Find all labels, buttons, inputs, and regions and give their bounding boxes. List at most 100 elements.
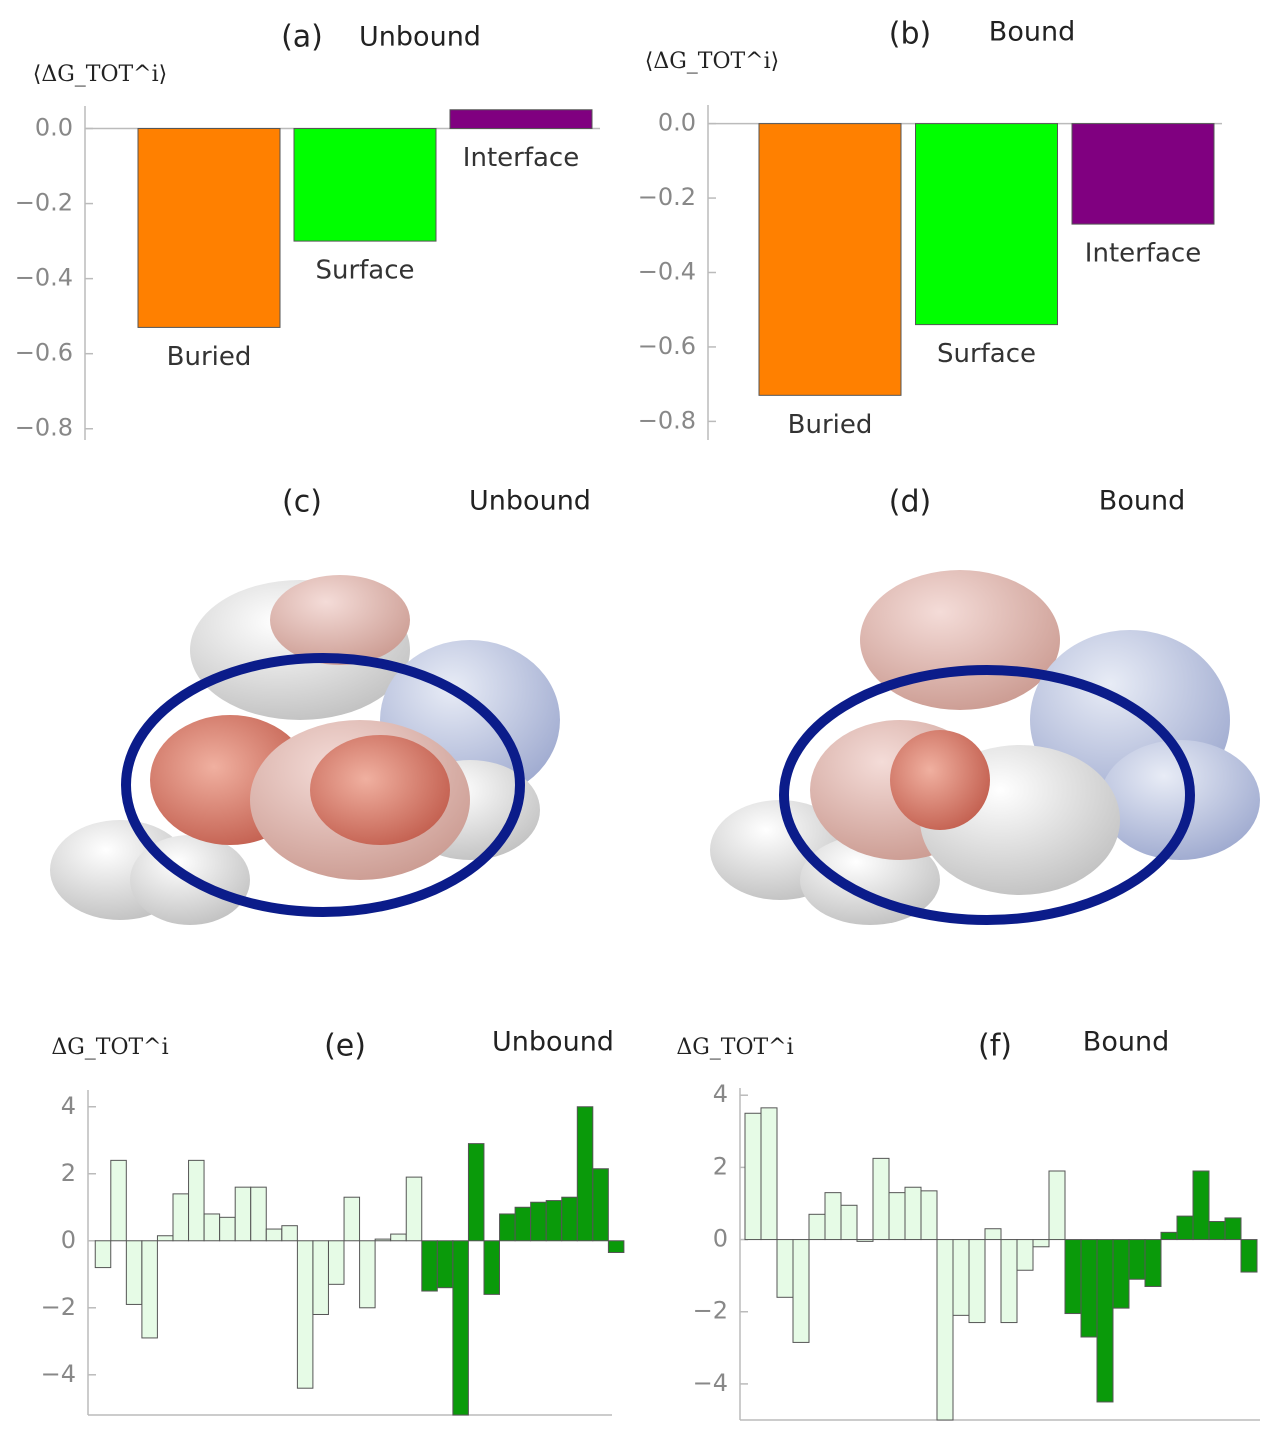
bar	[453, 1241, 469, 1415]
bar	[937, 1240, 953, 1420]
bar	[777, 1240, 793, 1298]
y-tick-label: 0	[713, 1225, 728, 1253]
bar	[985, 1229, 1001, 1240]
y-tick-label: −0.2	[15, 189, 73, 217]
y-tick-label: −2	[693, 1297, 728, 1325]
bar	[531, 1202, 547, 1241]
bar	[157, 1236, 173, 1241]
bar	[422, 1241, 438, 1291]
bar	[294, 129, 436, 242]
bar	[1145, 1240, 1161, 1287]
bar	[905, 1187, 921, 1239]
bar	[204, 1214, 220, 1241]
y-tick-label: 4	[61, 1092, 76, 1120]
bar	[608, 1241, 624, 1253]
bar	[344, 1197, 360, 1241]
panel-label: (a)	[281, 20, 323, 55]
y-tick-label: 4	[713, 1080, 728, 1108]
protein-surface-c	[50, 575, 560, 925]
bar	[793, 1240, 809, 1343]
bar	[360, 1241, 376, 1308]
bar	[138, 129, 280, 328]
figure: (c) Unbound (d) Bound (a) Unbound ⟨ΔG_TOT^…	[0, 0, 1261, 1434]
bar	[1225, 1218, 1241, 1240]
bar	[1033, 1240, 1049, 1247]
y-tick-label: −4	[693, 1369, 728, 1397]
bar	[857, 1240, 873, 1242]
y-tick-label: −4	[41, 1360, 76, 1388]
bar	[95, 1241, 111, 1268]
bar	[745, 1113, 761, 1239]
y-axis-label: ⟨ΔG_TOT^i⟩	[645, 49, 779, 74]
bar	[1177, 1216, 1193, 1239]
bar	[142, 1241, 158, 1338]
bar	[1049, 1171, 1065, 1240]
panel-label: (c)	[282, 485, 322, 520]
bar	[969, 1240, 985, 1323]
panel-title: Bound	[1099, 486, 1185, 517]
bar	[173, 1194, 189, 1241]
y-tick-label: −0.6	[15, 339, 73, 367]
y-tick-label: −0.2	[638, 183, 696, 211]
bar	[313, 1241, 329, 1315]
bar	[1241, 1240, 1257, 1272]
bar	[235, 1187, 251, 1241]
bar-label: Surface	[315, 256, 414, 286]
y-tick-label: −0.8	[638, 406, 696, 434]
bar	[1072, 124, 1214, 225]
panel-title: Unbound	[469, 486, 591, 517]
bar	[916, 124, 1058, 325]
bar	[873, 1158, 889, 1239]
bar	[841, 1205, 857, 1239]
bar	[825, 1193, 841, 1240]
y-tick-label: 2	[713, 1152, 728, 1180]
bar	[1001, 1240, 1017, 1323]
bar	[761, 1108, 777, 1240]
bar	[809, 1214, 825, 1239]
y-tick-label: 0.0	[35, 114, 73, 142]
y-tick-label: −0.6	[638, 332, 696, 360]
bar	[1129, 1240, 1145, 1280]
protein-surface-d	[710, 570, 1260, 925]
bar-label: Surface	[937, 339, 1036, 369]
bar	[577, 1107, 593, 1241]
bar	[1209, 1222, 1225, 1240]
bar	[1065, 1240, 1081, 1314]
y-tick-label: 2	[61, 1159, 76, 1187]
bar-label: Interface	[1085, 239, 1201, 269]
bar	[1081, 1240, 1097, 1337]
bar	[1193, 1171, 1209, 1240]
y-tick-label: −0.4	[638, 258, 696, 286]
y-axis-label: ΔG_TOT^i	[51, 1035, 168, 1060]
y-tick-label: −0.8	[15, 414, 73, 442]
bar	[953, 1240, 969, 1316]
bar	[1113, 1240, 1129, 1309]
y-axis-label: ΔG_TOT^i	[676, 1035, 793, 1060]
bar	[450, 110, 592, 129]
bar	[375, 1239, 391, 1241]
bar	[297, 1241, 313, 1388]
bar	[1161, 1232, 1177, 1239]
bar	[889, 1193, 905, 1240]
y-tick-label: −2	[41, 1293, 76, 1321]
chart-title: Unbound	[359, 22, 481, 53]
y-tick-label: 0	[61, 1226, 76, 1254]
panel-label: (d)	[889, 485, 931, 520]
bar	[468, 1144, 484, 1241]
bar	[251, 1187, 267, 1241]
bar	[282, 1226, 298, 1241]
bar	[562, 1197, 578, 1241]
bar-label: Interface	[463, 143, 579, 173]
bar-label: Buried	[788, 410, 873, 440]
bar	[266, 1229, 282, 1241]
bar	[391, 1234, 407, 1241]
bar	[111, 1160, 127, 1240]
bar	[484, 1241, 500, 1295]
chart-title: Bound	[1083, 1027, 1169, 1058]
y-axis-label: ⟨ΔG_TOT^i⟩	[33, 62, 167, 87]
y-tick-label: 0.0	[658, 109, 696, 137]
panel-label: (f)	[978, 1029, 1012, 1064]
bar	[406, 1177, 422, 1241]
bar	[593, 1169, 609, 1241]
bar	[921, 1191, 937, 1240]
